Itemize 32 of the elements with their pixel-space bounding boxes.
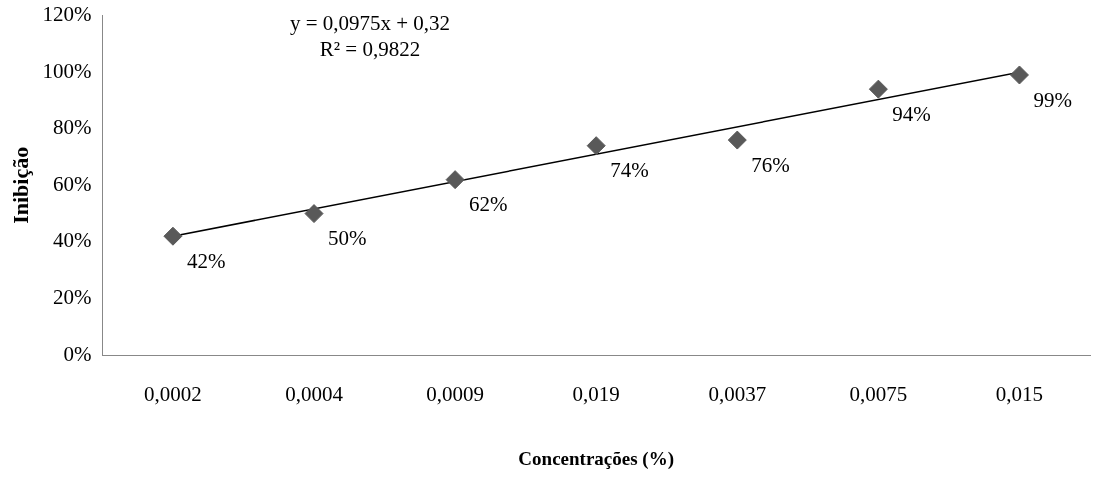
y-tick-label: 120% xyxy=(42,2,92,27)
x-tick-label: 0,0075 xyxy=(849,382,908,407)
annotation: R² = 0,9822 xyxy=(319,37,421,62)
point xyxy=(163,226,183,246)
x-tick-label: 0,0002 xyxy=(144,382,202,407)
y-tick-label: 20% xyxy=(52,284,92,309)
x-axis-title: Concentrações (%) xyxy=(518,447,675,470)
data-label: 99% xyxy=(1033,87,1072,112)
point xyxy=(727,130,747,150)
data-label: 74% xyxy=(610,158,649,183)
y-tick-label: 0% xyxy=(63,341,92,366)
data-label: 76% xyxy=(751,152,790,177)
annotation: y = 0,0975x + 0,32 xyxy=(289,11,451,36)
y-tick-label: 100% xyxy=(42,58,92,83)
point xyxy=(868,79,888,99)
data-label: 94% xyxy=(892,101,931,126)
x-tick-label: 0,0004 xyxy=(285,382,344,407)
point xyxy=(445,170,465,190)
y-tick-label: 60% xyxy=(52,171,92,196)
y-tick-label: 80% xyxy=(52,115,92,140)
point xyxy=(1009,65,1029,85)
data-label: 50% xyxy=(328,226,367,251)
data-label: 42% xyxy=(186,248,226,273)
y-tick-label: 40% xyxy=(52,228,92,253)
point xyxy=(304,204,324,224)
x-tick-label: 0,019 xyxy=(572,382,620,407)
x-tick-label: 0,0037 xyxy=(708,382,767,407)
point xyxy=(586,136,606,156)
x-tick-label: 0,0009 xyxy=(426,382,484,407)
y-axis-title: Inibição xyxy=(7,146,33,224)
x-tick-label: 0,015 xyxy=(995,382,1044,407)
data-label: 62% xyxy=(469,192,508,217)
